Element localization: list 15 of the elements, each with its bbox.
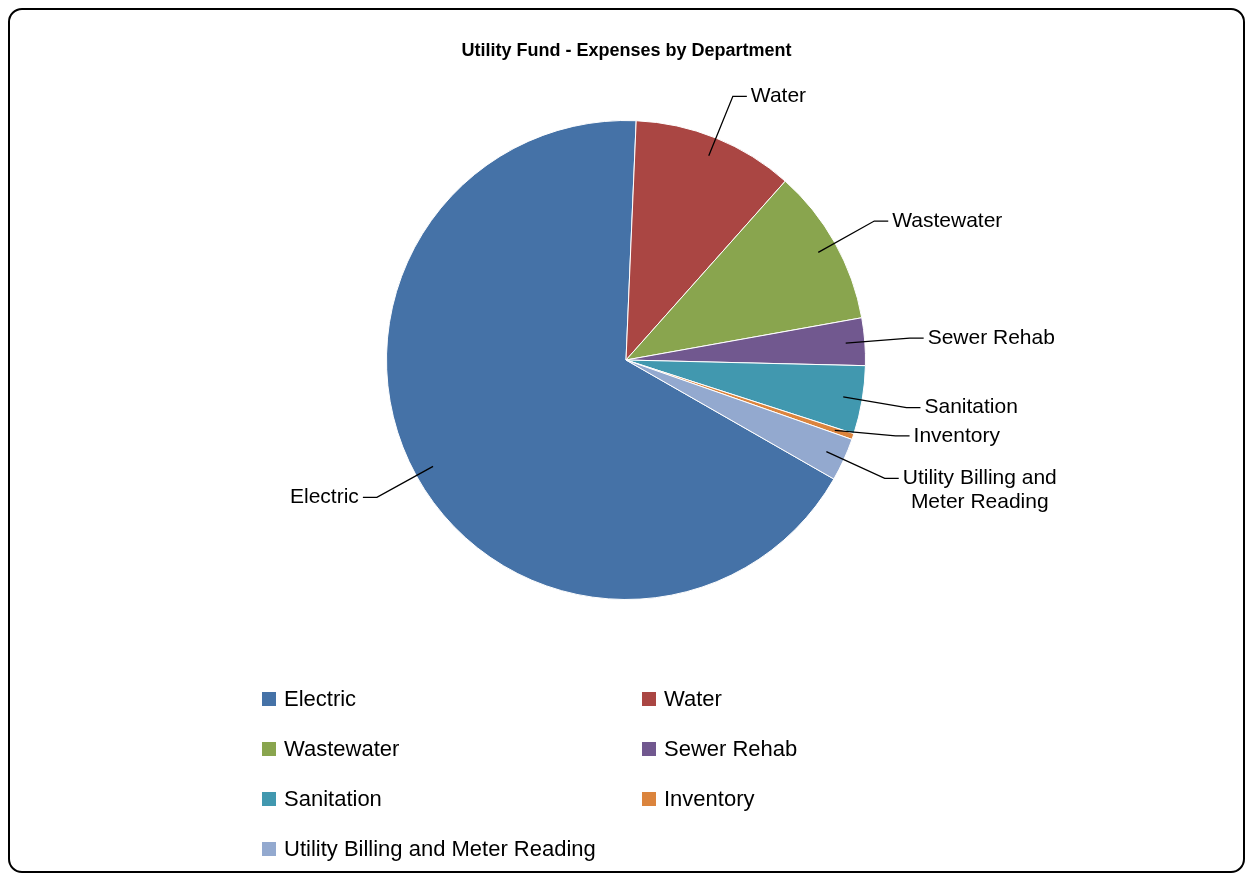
slice-label: Water — [750, 83, 807, 107]
legend-label: Utility Billing and Meter Reading — [284, 836, 596, 862]
slice-label: Sanitation — [924, 394, 1018, 418]
legend-label: Sanitation — [284, 786, 382, 812]
slice-label: Electric — [290, 484, 359, 508]
slice-label: Wastewater — [892, 207, 1003, 231]
chart-title: Utility Fund - Expenses by Department — [460, 40, 793, 61]
legend-label: Sewer Rehab — [664, 736, 798, 762]
slice-label: Sewer Rehab — [927, 324, 1055, 348]
legend-label: Electric — [284, 686, 357, 712]
legend-label: Wastewater — [284, 736, 400, 762]
slice-label: Inventory — [913, 422, 1001, 446]
slice-label: Utility Billing and Meter Reading — [902, 465, 1057, 513]
legend-label: Inventory — [664, 786, 755, 812]
legend-label: Water — [664, 686, 722, 712]
